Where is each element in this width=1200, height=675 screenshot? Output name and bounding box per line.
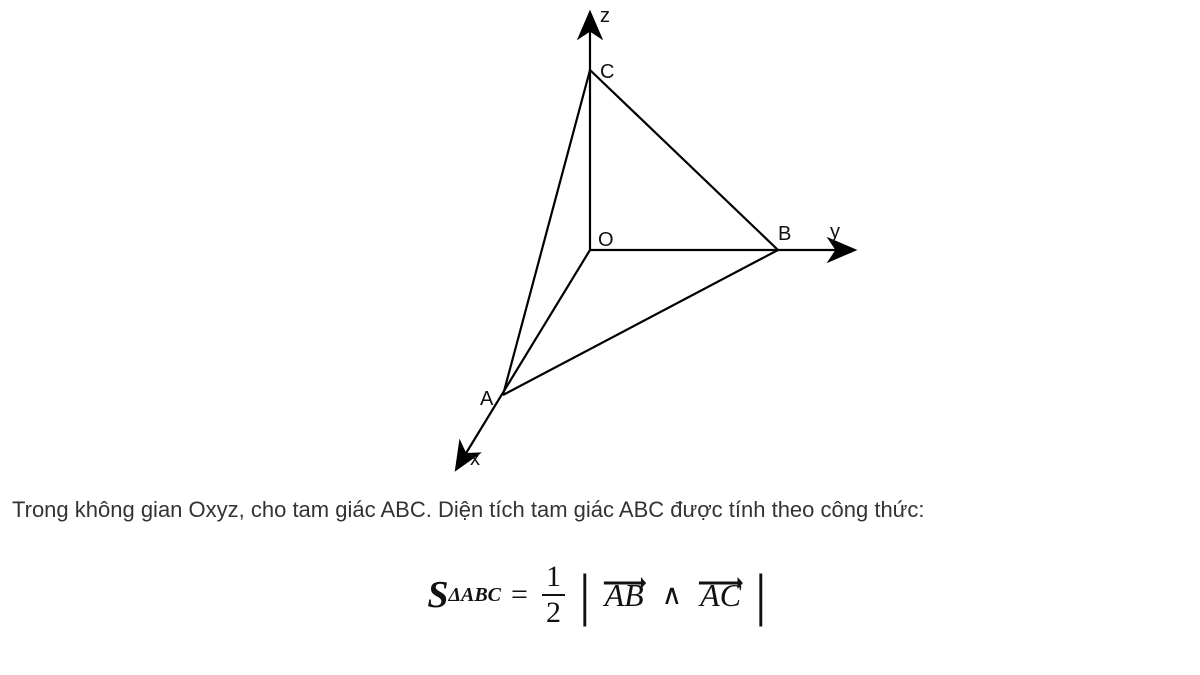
label-A: A	[480, 388, 494, 410]
edge-BC	[590, 70, 778, 250]
label-C: C	[600, 61, 614, 83]
vector-arrow-icon	[603, 575, 646, 589]
vector-AC: AC	[698, 577, 743, 614]
edge-CA	[503, 70, 590, 395]
formula-wedge: ∧	[652, 578, 693, 612]
formula-expression: S ΔABC = 1 2 | AB ∧	[427, 560, 772, 630]
abs-close: |	[749, 572, 773, 618]
page-root: z y x O A B C Trong không gian Oxyz, cho…	[0, 0, 1200, 675]
caption-text: Trong không gian Oxyz, cho tam giác ABC.…	[0, 495, 1200, 526]
fraction-denominator: 2	[542, 596, 565, 630]
label-z: z	[600, 5, 610, 27]
label-B: B	[778, 223, 791, 245]
label-y: y	[830, 221, 840, 243]
diagram-container: z y x O A B C	[300, 0, 900, 480]
edge-AB	[503, 250, 778, 395]
label-O: O	[598, 229, 614, 251]
abs-open: |	[573, 572, 597, 618]
vector-AB: AB	[603, 577, 646, 614]
formula-lhs-S: S	[427, 573, 448, 617]
formula-fraction: 1 2	[542, 560, 565, 630]
label-x: x	[470, 448, 480, 470]
formula-equals: =	[511, 578, 528, 612]
formula-area: S ΔABC = 1 2 | AB ∧	[0, 560, 1200, 630]
fraction-numerator: 1	[542, 560, 565, 594]
formula-lhs-sub: ΔABC	[448, 584, 501, 607]
oxyz-triangle-diagram: z y x O A B C	[300, 0, 900, 480]
vector-arrow-icon	[698, 575, 743, 589]
